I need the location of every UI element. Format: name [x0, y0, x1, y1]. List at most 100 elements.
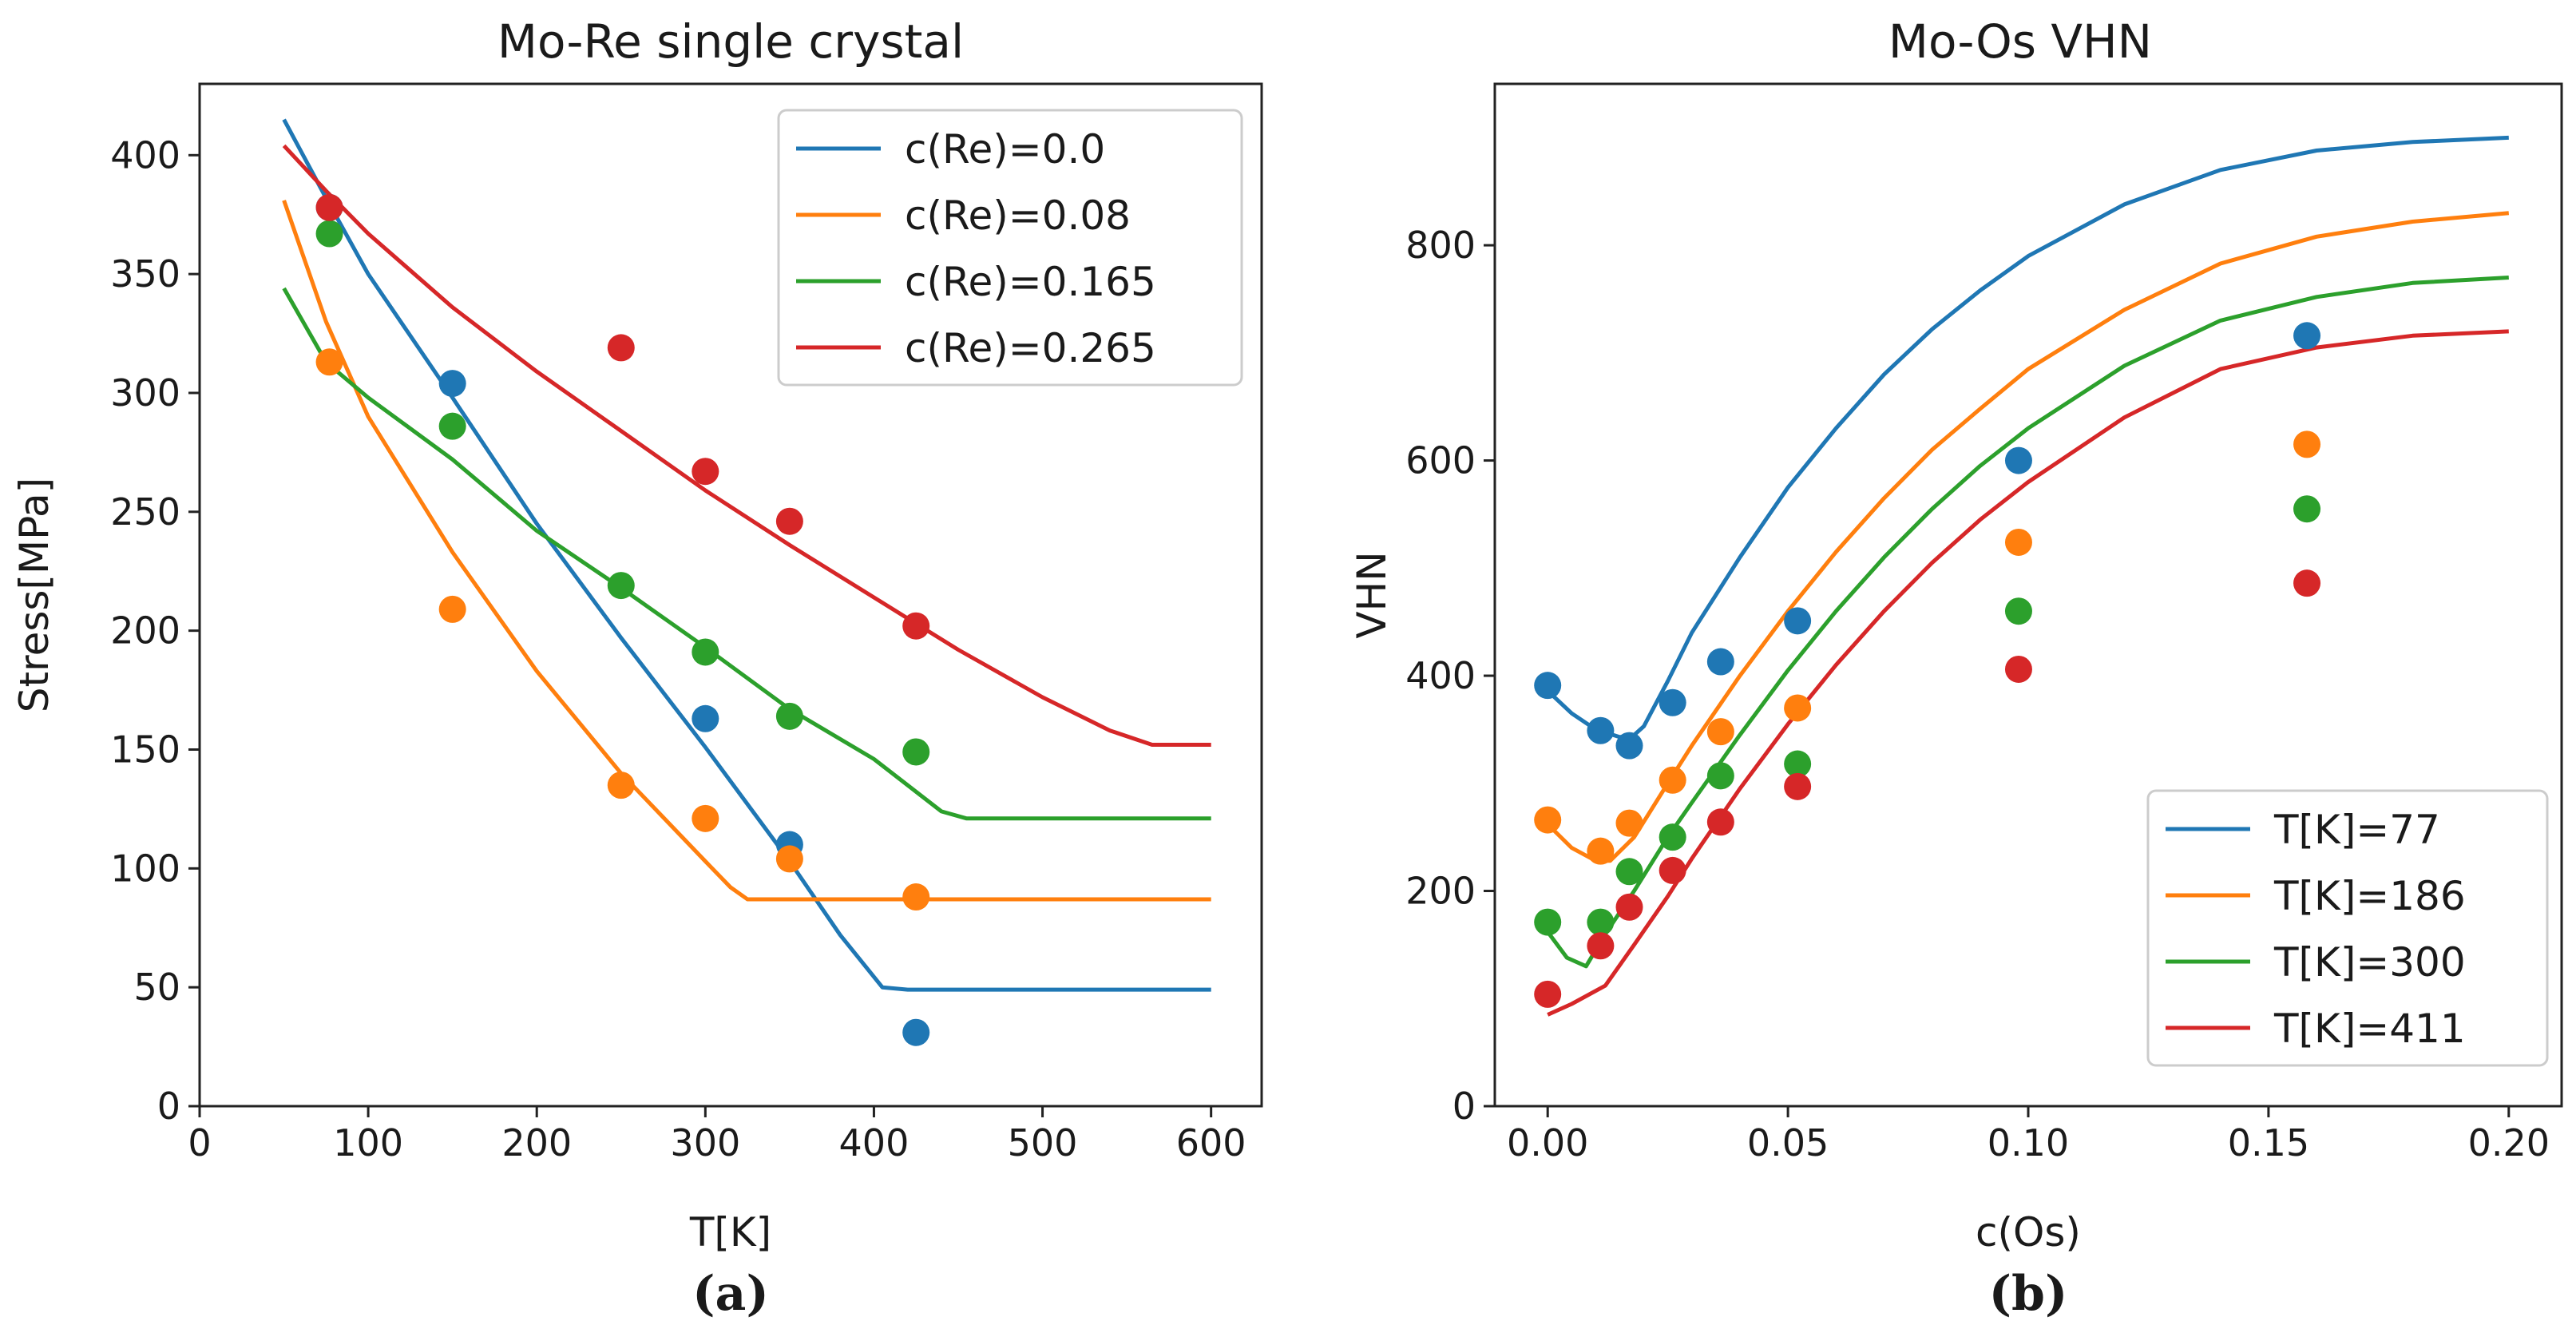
- data-point-series-2: [607, 572, 635, 600]
- data-point-series-2: [2293, 495, 2321, 523]
- data-point-series-0: [692, 704, 719, 732]
- data-point-series-0: [1784, 607, 1812, 635]
- data-point-series-1: [692, 804, 719, 832]
- legend-label-0: T[K]=77: [2273, 807, 2440, 853]
- chart-b-legend: T[K]=77 T[K]=186 T[K]=300 T[K]=411: [2146, 789, 2549, 1067]
- data-point-series-0: [1534, 672, 1562, 700]
- data-point-series-1: [1534, 806, 1562, 834]
- data-point-series-2: [775, 702, 803, 730]
- chart-a-plot-frame: [198, 82, 1263, 1108]
- y-tick-label: 400: [110, 133, 180, 177]
- x-tick-label: 200: [501, 1121, 572, 1164]
- data-point-series-3: [1784, 772, 1812, 800]
- y-tick-label: 100: [110, 847, 180, 890]
- y-tick-label: 600: [1405, 439, 1476, 482]
- legend-label-1: T[K]=186: [2273, 873, 2466, 919]
- x-tick-label: 100: [333, 1121, 403, 1164]
- x-tick-label: 400: [839, 1121, 910, 1164]
- x-tick-label: 300: [670, 1121, 740, 1164]
- y-tick-label: 50: [133, 966, 180, 1009]
- data-point-series-3: [1706, 808, 1734, 836]
- data-point-series-3: [2293, 569, 2321, 597]
- chart-a-ticks: 0 100 200 300 400 500 600 0 50 100 150 200 250 300 350…: [110, 133, 1246, 1164]
- legend-box: [2146, 789, 2549, 1067]
- x-tick-label: 0.15: [2228, 1121, 2309, 1164]
- legend-label-0: c(Re)=0.0: [905, 126, 1105, 173]
- data-point-series-1: [902, 883, 930, 911]
- x-tick-label: 0: [188, 1121, 211, 1164]
- data-point-series-0: [1615, 732, 1643, 760]
- x-tick-label: 500: [1008, 1121, 1078, 1164]
- panel-a-caption: (a): [692, 1266, 769, 1322]
- y-tick-label: 150: [110, 728, 180, 771]
- chart-panel-b: Mo-Os VHN 0.00 0.05 0.10 0.15 0.20 0 200 400 600…: [1349, 14, 2563, 1322]
- chart-a-series-points: [315, 193, 930, 1046]
- y-tick-label: 350: [110, 252, 180, 296]
- legend-label-1: c(Re)=0.08: [905, 192, 1131, 239]
- data-point-series-3: [775, 507, 803, 535]
- chart-a-x-axis-label: T[K]: [689, 1209, 771, 1256]
- data-point-series-2: [902, 738, 930, 766]
- data-point-series-3: [607, 334, 635, 362]
- chart-a-legend: c(Re)=0.0 c(Re)=0.08 c(Re)=0.165 c(Re)=0.26…: [777, 109, 1243, 387]
- chart-b-title: Mo-Os VHN: [1888, 14, 2152, 69]
- data-point-series-2: [692, 638, 719, 666]
- data-point-series-2: [1784, 750, 1812, 778]
- y-tick-label: 250: [110, 490, 180, 534]
- data-point-series-2: [2004, 597, 2032, 625]
- data-point-series-3: [1587, 932, 1615, 960]
- data-point-series-0: [1587, 716, 1615, 744]
- data-point-series-1: [775, 845, 803, 873]
- x-tick-label: 0.20: [2468, 1121, 2550, 1164]
- chart-panel-a: Mo-Re single crystal 0 100 200 300 400 500 600…: [11, 14, 1263, 1322]
- data-point-series-3: [2004, 655, 2032, 683]
- y-tick-label: 0: [1452, 1085, 1476, 1128]
- legend-label-2: T[K]=300: [2273, 939, 2466, 986]
- series-line-1: [282, 200, 1211, 902]
- data-point-series-1: [1615, 809, 1643, 837]
- data-point-series-2: [1587, 908, 1615, 936]
- data-point-series-3: [1659, 856, 1686, 884]
- data-point-series-1: [1659, 766, 1686, 794]
- data-point-series-2: [1659, 823, 1686, 851]
- data-point-series-0: [1706, 648, 1734, 676]
- data-point-series-1: [2004, 528, 2032, 556]
- data-point-series-3: [315, 193, 343, 221]
- data-point-series-3: [902, 612, 930, 640]
- data-point-series-2: [438, 412, 466, 440]
- data-point-series-2: [315, 220, 343, 248]
- chart-b-x-axis-label: c(Os): [1976, 1209, 2081, 1256]
- chart-b-series-points: [1534, 322, 2321, 1008]
- data-point-series-0: [2293, 322, 2321, 350]
- y-tick-label: 800: [1405, 224, 1476, 267]
- chart-a-y-axis-label: Stress[MPa]: [11, 478, 57, 712]
- data-point-series-1: [1784, 694, 1812, 722]
- x-tick-label: 600: [1176, 1121, 1246, 1164]
- x-tick-label: 0.10: [1987, 1121, 2069, 1164]
- y-tick-label: 200: [1405, 870, 1476, 913]
- data-point-series-3: [692, 458, 719, 486]
- data-point-series-1: [2293, 430, 2321, 458]
- series-line-3: [1547, 329, 2509, 1017]
- x-tick-label: 0.05: [1747, 1121, 1829, 1164]
- y-tick-label: 300: [110, 371, 180, 415]
- data-point-series-0: [1659, 688, 1686, 716]
- data-point-series-1: [438, 595, 466, 623]
- legend-label-3: c(Re)=0.265: [905, 325, 1156, 371]
- data-point-series-1: [1706, 718, 1734, 746]
- chart-b-ticks: 0.00 0.05 0.10 0.15 0.20 0 200 400 600 800: [1405, 224, 2550, 1164]
- data-point-series-0: [438, 370, 466, 398]
- chart-a-series-lines: [282, 118, 1211, 992]
- chart-b-y-axis-label: VHN: [1349, 551, 1395, 638]
- data-point-series-0: [2004, 446, 2032, 474]
- chart-a-title: Mo-Re single crystal: [497, 14, 964, 69]
- series-line-1: [1546, 211, 2510, 863]
- data-point-series-0: [902, 1018, 930, 1046]
- series-line-0: [282, 118, 1211, 992]
- series-line-3: [282, 144, 1211, 747]
- series-line-2: [282, 287, 1211, 821]
- legend-box: [777, 109, 1243, 387]
- data-point-series-2: [1706, 762, 1734, 790]
- data-point-series-2: [1534, 908, 1562, 936]
